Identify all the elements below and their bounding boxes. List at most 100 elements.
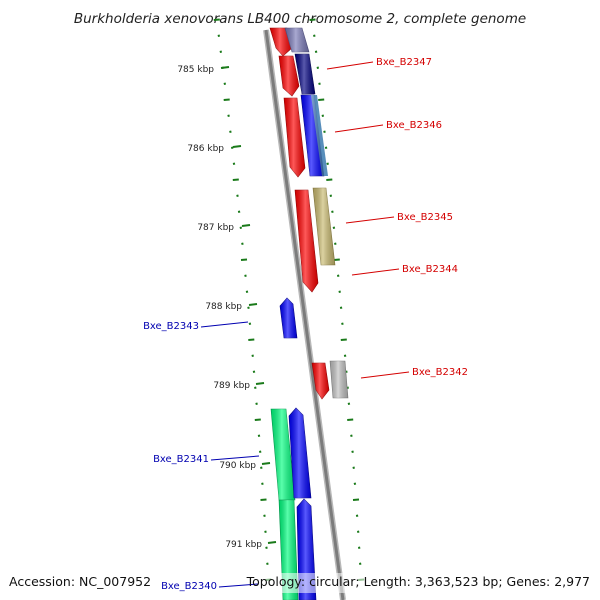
inner-track-tick — [239, 226, 243, 229]
outer-track-tick — [340, 338, 347, 341]
inner-track-tick — [217, 34, 221, 37]
outer-track-tick — [329, 194, 333, 197]
inner-track-tick — [265, 546, 268, 549]
tick-label-791: 791 kbp — [225, 540, 262, 550]
leader-bxe-b2340 — [218, 583, 259, 588]
outer-track-tick — [326, 178, 333, 181]
tick-label-787: 787 kbp — [197, 223, 234, 233]
outer-track-tick — [351, 450, 354, 453]
inner-track-tick — [254, 418, 261, 421]
outer-track-tick — [358, 562, 362, 565]
inner-track-tick — [264, 530, 267, 533]
gene-bxe-b2346[interactable] — [278, 53, 316, 97]
outer-track-tick — [314, 50, 318, 53]
label-bxe-b2347[interactable]: Bxe_B2347 — [376, 57, 432, 68]
inner-track-tick — [245, 290, 249, 293]
outer-track-tick — [334, 242, 337, 245]
inner-track-tick — [237, 210, 241, 213]
outer-track-tick — [313, 34, 316, 37]
label-bxe-b2343[interactable]: Bxe_B2343 — [143, 321, 199, 332]
outer-track-tick — [356, 530, 360, 533]
outer-tick-track — [309, 18, 365, 581]
label-bxe-b2340[interactable]: Bxe_B2340 — [161, 581, 217, 592]
outer-track-tick — [316, 66, 320, 69]
inner-track-tick — [263, 514, 266, 517]
topology-text: Topology: circular; Length: 3,363,523 bp… — [246, 574, 590, 589]
inner-tick-track — [213, 18, 272, 581]
outer-track-tick — [318, 82, 321, 85]
inner-track-tick — [260, 466, 263, 469]
footer-backdrop — [258, 573, 596, 593]
tick-mark-789 — [255, 382, 265, 385]
outer-track-tick — [332, 226, 336, 229]
outer-track-tick — [357, 546, 361, 549]
leader-bxe-b2347 — [326, 61, 374, 70]
reverse-gene-labels: Bxe_B2343 Bxe_B2341 Bxe_B2340 — [143, 321, 260, 592]
inner-track-tick — [258, 450, 262, 453]
inner-track-tick — [232, 178, 239, 181]
tick-mark-786 — [232, 145, 242, 148]
inner-track-tick — [213, 18, 220, 21]
inner-track-tick — [266, 562, 269, 565]
inner-track-tick — [240, 258, 248, 261]
tick-mark-788 — [248, 303, 258, 306]
inner-track-tick — [223, 98, 230, 101]
inner-track-tick — [227, 114, 230, 117]
label-bxe-b2346[interactable]: Bxe_B2346 — [386, 120, 442, 131]
chromosome-backbone-core — [264, 29, 345, 600]
inner-track-tick — [251, 354, 254, 357]
tick-label-790: 790 kbp — [219, 461, 256, 471]
inner-track-tick — [260, 498, 267, 501]
outer-track-tick — [324, 146, 328, 149]
leader-bxe-b2345 — [345, 216, 395, 224]
inner-track-tick — [248, 338, 255, 341]
inner-track-tick — [219, 50, 223, 53]
outer-track-tick — [352, 466, 355, 469]
gene-bxe-b2341[interactable] — [270, 407, 312, 501]
gene-bxe-b2342[interactable] — [311, 360, 349, 400]
gene-bxe-b2347[interactable] — [269, 27, 310, 57]
accession-text: Accession: NC_007952 — [9, 574, 151, 589]
tick-label-789: 789 kbp — [213, 381, 250, 391]
label-bxe-b2345[interactable]: Bxe_B2345 — [397, 212, 453, 223]
outer-track-tick — [326, 162, 329, 165]
tick-label-788: 788 kbp — [205, 302, 242, 312]
map-title: Burkholderia xenovorans LB400 chromosome… — [74, 11, 526, 27]
gene-bxe-b2345[interactable] — [283, 94, 328, 178]
tick-mark-790 — [261, 462, 271, 465]
leader-bxe-b2342 — [360, 371, 410, 379]
tick-mark-785 — [220, 66, 230, 69]
outer-track-tick — [323, 130, 326, 133]
gene-bxe-b2343[interactable] — [279, 297, 298, 339]
outer-track-tick — [355, 514, 359, 517]
label-bxe-b2341[interactable]: Bxe_B2341 — [153, 454, 209, 465]
inner-track-tick — [232, 162, 236, 165]
forward-gene-labels: Bxe_B2347 Bxe_B2346 Bxe_B2345 Bxe_B2344 … — [326, 57, 468, 379]
outer-track-tick — [343, 354, 347, 357]
outer-track-tick — [321, 114, 325, 117]
inner-track-tick — [261, 482, 264, 485]
inner-track-tick — [236, 194, 239, 197]
inner-track-tick — [244, 274, 247, 277]
tick-mark-791 — [267, 541, 277, 544]
position-ticks: 785 kbp 786 kbp 787 kbp 788 kbp 789 kbp … — [177, 65, 277, 550]
leader-bxe-b2341 — [210, 455, 260, 461]
outer-track-tick — [339, 306, 343, 309]
outer-track-tick — [350, 434, 353, 437]
outer-track-tick — [331, 210, 334, 213]
tick-mark-787 — [241, 224, 251, 227]
outer-track-tick — [352, 498, 360, 501]
tick-label-785: 785 kbp — [177, 65, 214, 75]
inner-track-tick — [248, 322, 252, 325]
gene-bxe-b2344[interactable] — [294, 187, 336, 293]
label-bxe-b2344[interactable]: Bxe_B2344 — [402, 264, 458, 275]
inner-track-tick — [223, 82, 227, 85]
inner-track-tick — [229, 130, 232, 133]
leader-bxe-b2346 — [334, 124, 384, 133]
inner-track-tick — [230, 146, 234, 149]
label-bxe-b2342[interactable]: Bxe_B2342 — [412, 367, 468, 378]
outer-track-tick — [336, 274, 340, 277]
tick-label-786: 786 kbp — [187, 144, 224, 154]
leader-bxe-b2344 — [351, 268, 400, 276]
